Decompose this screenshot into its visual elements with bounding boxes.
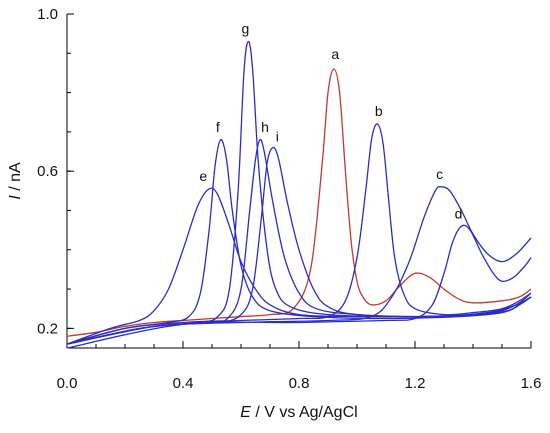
curve-f: [66, 139, 532, 345]
y-tick-label: 0.2: [37, 320, 58, 337]
curve-i: [66, 146, 532, 345]
peak-label-g: g: [241, 21, 249, 37]
y-axis-unit: / nA: [7, 162, 24, 195]
peak-label-a: a: [331, 46, 339, 62]
x-tick-label: 0.4: [173, 375, 194, 392]
y-axis-symbol: I: [7, 195, 24, 200]
peak-label-d: d: [455, 205, 463, 221]
x-axis-symbol: E: [240, 404, 251, 421]
y-tick-label: 1.0: [37, 6, 58, 23]
y-tick-label: 0.6: [37, 163, 58, 180]
curve-b: [66, 123, 532, 345]
curve-d: [66, 224, 532, 349]
peak-labels: a b c d e f g hi: [199, 21, 462, 222]
axes: 0.0 0.4 0.8 1.2 1.6 0.2 0.6 1.0: [37, 6, 541, 392]
peak-label-f: f: [216, 119, 220, 135]
curve-a: [66, 68, 532, 337]
y-ticks: 0.2 0.6 1.0: [37, 6, 74, 337]
peak-label-c: c: [436, 166, 443, 182]
x-axis-unit: / V vs Ag/AgCl: [251, 404, 358, 421]
x-tick-label: 0.8: [289, 375, 310, 392]
peak-label-b: b: [375, 103, 383, 119]
x-ticks: 0.0 0.4 0.8 1.2 1.6: [57, 341, 542, 392]
x-tick-label: 1.6: [521, 375, 542, 392]
y-axis-title: I / nA: [7, 162, 24, 200]
x-tick-label: 1.2: [405, 375, 426, 392]
peak-label-e: e: [199, 168, 207, 184]
x-axis-title: E / V vs Ag/AgCl: [240, 404, 357, 421]
x-tick-label: 0.0: [57, 375, 78, 392]
peak-label-h: h: [261, 119, 269, 135]
peak-label-i: i: [276, 129, 279, 145]
curves: [66, 40, 532, 349]
